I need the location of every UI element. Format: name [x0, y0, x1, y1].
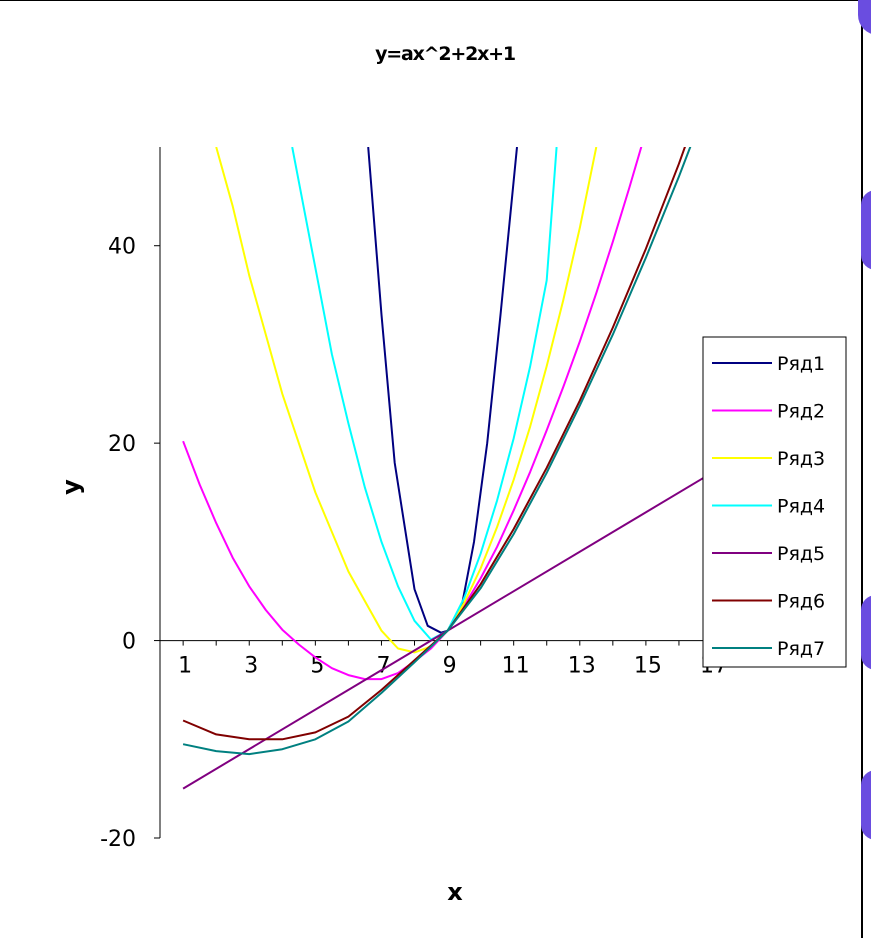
series-lines	[182, 147, 713, 790]
legend: Ряд1 Ряд2 Ряд3 Ряд4 Ряд5 Ряд6 Ряд7	[702, 336, 847, 668]
x-tick-label: 9	[443, 654, 457, 679]
y-tick-label: 20	[108, 432, 136, 457]
x-tick-label: 1	[178, 654, 192, 679]
x-tick-label: 13	[568, 654, 596, 679]
legend-label: Ряд6	[777, 591, 825, 613]
background-shape-lower	[861, 770, 871, 840]
x-tick-label: 5	[310, 654, 324, 679]
y-ticks: 40 20 0 -20	[100, 235, 160, 852]
legend-label: Ряд1	[777, 353, 825, 375]
legend-label: Ряд7	[777, 638, 825, 660]
series-line-2	[182, 147, 643, 681]
background-shape-upper	[861, 190, 871, 270]
x-axis-label: x	[447, 878, 463, 906]
x-ticks: 1357911131517	[178, 640, 728, 679]
x-tick-label: 15	[634, 654, 662, 679]
axes	[159, 147, 750, 838]
y-tick-label: 0	[122, 630, 136, 655]
x-tick-label: 11	[502, 654, 530, 679]
y-tick-label: 40	[108, 235, 136, 260]
series-line-3	[215, 147, 598, 654]
y-axis-label: y	[57, 479, 85, 495]
legend-label: Ряд2	[777, 401, 825, 423]
x-tick-label: 3	[244, 654, 258, 679]
legend-box	[702, 336, 847, 668]
legend-label: Ряд5	[777, 543, 825, 565]
chart-title: y=ax^2+2x+1	[375, 43, 515, 65]
background-shape-top	[858, 0, 871, 35]
legend-label: Ряд4	[777, 496, 825, 518]
x-tick-label: 7	[376, 654, 390, 679]
background-shape-middle	[861, 595, 871, 670]
series-line-7	[182, 147, 692, 756]
series-line-4	[291, 147, 558, 641]
series-line-6	[182, 147, 686, 741]
legend-label: Ряд3	[777, 448, 825, 470]
y-tick-label: -20	[100, 827, 136, 852]
